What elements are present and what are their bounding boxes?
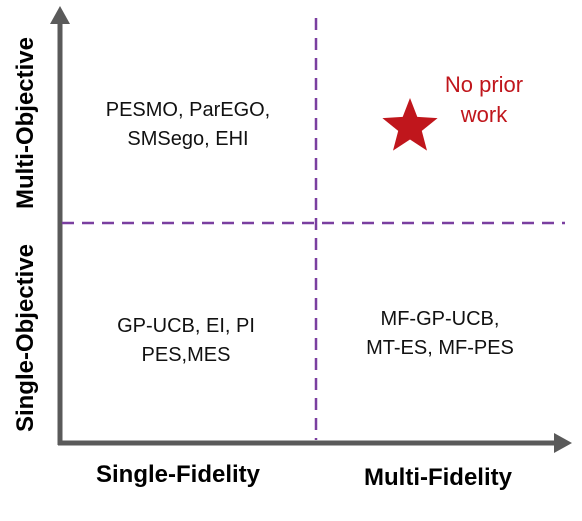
y-axis-label-single-objective: Single-Objective bbox=[12, 244, 39, 432]
quadrant-so-sf-line-2: PES,MES bbox=[142, 344, 231, 366]
x-axis-label-single-fidelity: Single-Fidelity bbox=[96, 461, 261, 488]
star-icon bbox=[382, 98, 438, 151]
y-axis-label-multi-objective: Multi-Objective bbox=[12, 37, 39, 209]
quadrant-mo-sf-line-2: SMSego, EHI bbox=[127, 128, 248, 150]
y-axis-arrowhead bbox=[50, 6, 70, 24]
quadrant-so-sf-line-1: GP-UCB, EI, PI bbox=[117, 315, 255, 337]
quadrant-mo-mf-line-1: No prior bbox=[445, 72, 523, 97]
quadrant-so-mf-line-2: MT-ES, MF-PES bbox=[366, 337, 514, 359]
x-axis-arrowhead bbox=[554, 433, 572, 453]
quadrant-mo-sf-line-1: PESMO, ParEGO, bbox=[106, 99, 270, 121]
x-axis-label-multi-fidelity: Multi-Fidelity bbox=[364, 464, 513, 491]
quadrant-mo-mf-line-2: work bbox=[460, 102, 508, 127]
quadrant-so-mf-line-1: MF-GP-UCB, bbox=[381, 308, 500, 330]
